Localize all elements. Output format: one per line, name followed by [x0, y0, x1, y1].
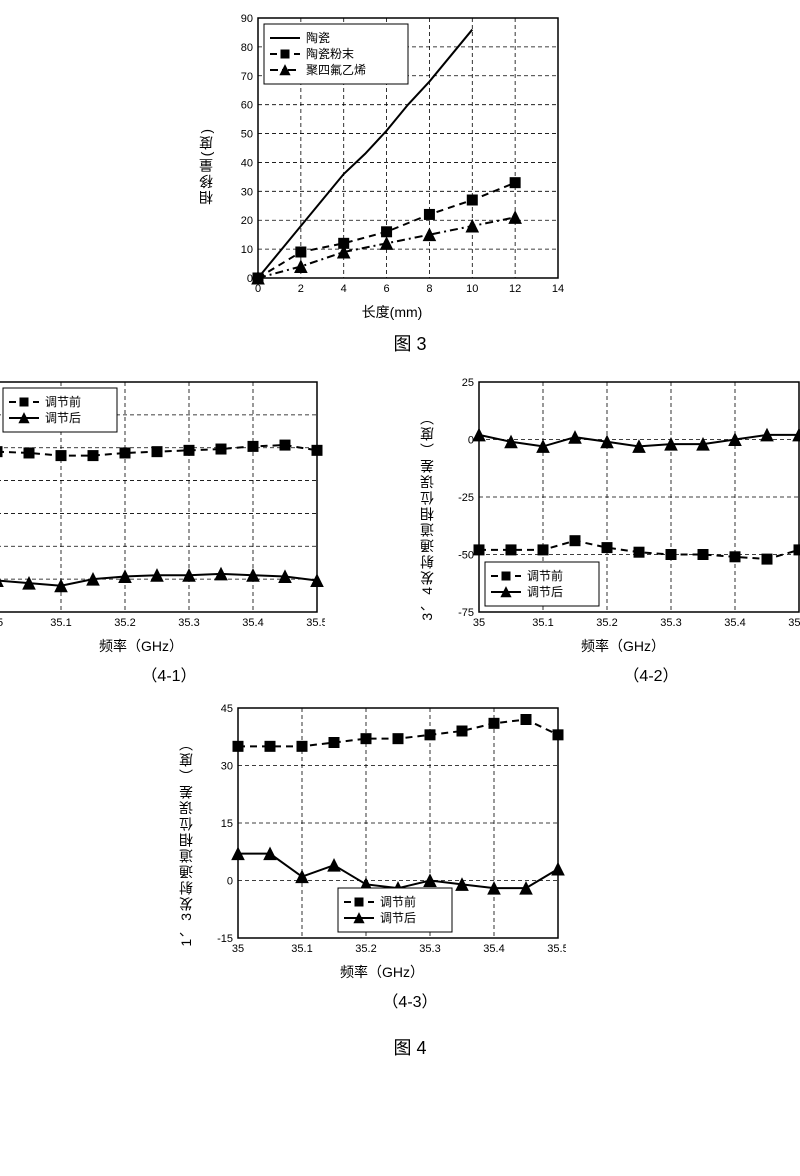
svg-text:45: 45: [221, 703, 233, 715]
svg-text:-75: -75: [458, 607, 474, 619]
fig4-2-block: 3、4发射通道相位误差（度） 35 35.1 35.2 35.3 35.4 35.5 -75…: [415, 374, 800, 656]
fig3-caption: 图 3: [393, 330, 426, 356]
svg-text:35: 35: [473, 617, 485, 629]
fig4-2-chart: 3535.135.235.335.435.5-75-50-25025调节前调节后: [439, 374, 800, 634]
svg-text:35.4: 35.4: [483, 943, 504, 955]
svg-text:6: 6: [384, 283, 390, 295]
fig3-ylabel: 相移量(度): [194, 127, 218, 204]
svg-text:35: 35: [232, 943, 244, 955]
svg-text:35.2: 35.2: [114, 617, 135, 629]
fig4-row1: 1、2发射通道相位误差（度） 3535.135.235.335.435.5-25…: [0, 374, 800, 700]
svg-text:35.3: 35.3: [660, 617, 681, 629]
svg-text:70: 70: [241, 71, 253, 83]
svg-text:30: 30: [221, 761, 233, 773]
svg-text:调节后: 调节后: [380, 911, 416, 925]
fig4-2-ylabel: 3、4发射通道相位误差（度）: [415, 409, 439, 621]
fig4-3-subcap: （4-3）: [174, 988, 646, 1012]
svg-text:35.2: 35.2: [596, 617, 617, 629]
svg-text:35.3: 35.3: [419, 943, 440, 955]
svg-text:35.5: 35.5: [788, 617, 800, 629]
fig4-1-xlabel: 频率（GHz）: [99, 636, 183, 656]
svg-text:35.2: 35.2: [355, 943, 376, 955]
fig4-2-subcap: （4-2）: [415, 662, 800, 686]
svg-text:聚四氟乙烯: 聚四氟乙烯: [306, 63, 366, 77]
svg-text:50: 50: [241, 129, 253, 141]
svg-text:80: 80: [241, 42, 253, 54]
svg-text:2: 2: [298, 283, 304, 295]
fig3-xlabel: 长度(mm): [362, 302, 423, 322]
svg-text:10: 10: [466, 283, 478, 295]
fig4-1-block: 1、2发射通道相位误差（度） 3535.135.235.335.435.5-25…: [0, 374, 405, 656]
fig4-3-block: 1、3发射通道相位误差（度） 35 35.1 35.2 35.3 35.4 35.5 -15…: [174, 700, 646, 982]
fig4-2-xlabel: 频率（GHz）: [581, 636, 665, 656]
svg-text:0: 0: [227, 876, 233, 888]
fig4-3-ylabel: 1、3发射通道相位误差（度）: [174, 735, 198, 947]
svg-text:35.4: 35.4: [242, 617, 263, 629]
fig4-caption: 图 4: [393, 1034, 426, 1060]
svg-text:35.5: 35.5: [547, 943, 566, 955]
svg-text:4: 4: [341, 283, 347, 295]
svg-text:0: 0: [255, 283, 261, 295]
svg-text:35.4: 35.4: [724, 617, 745, 629]
fig3-block: 相移量(度) 024681012140102030405060708090陶瓷陶…: [194, 10, 626, 322]
svg-text:35: 35: [0, 617, 3, 629]
svg-text:40: 40: [241, 157, 253, 169]
svg-text:35.5: 35.5: [306, 617, 325, 629]
page-root: 相移量(度) 0 2 4 6 8 10 12 14 0 10 20 30 40 50 60 70 80 90 陶瓷陶…: [10, 10, 800, 1078]
svg-text:陶瓷粉末: 陶瓷粉末: [306, 46, 354, 61]
svg-text:-50: -50: [458, 550, 474, 562]
svg-text:90: 90: [241, 13, 253, 25]
svg-text:35.1: 35.1: [532, 617, 553, 629]
svg-text:14: 14: [552, 283, 564, 295]
fig4-1-chart: 3535.135.235.335.435.5-25025507510012515…: [0, 374, 325, 634]
fig3-chart: 024681012140102030405060708090陶瓷陶瓷粉末聚四氟乙…: [218, 10, 566, 300]
fig4-1-subcap: （4-1）: [0, 662, 405, 686]
svg-text:-25: -25: [458, 492, 474, 504]
svg-text:35.3: 35.3: [178, 617, 199, 629]
fig4-3-xlabel: 频率（GHz）: [340, 962, 424, 982]
svg-text:调节后: 调节后: [45, 411, 81, 425]
svg-text:-15: -15: [217, 933, 233, 945]
svg-text:12: 12: [509, 283, 521, 295]
svg-text:陶瓷: 陶瓷: [306, 30, 330, 45]
svg-text:60: 60: [241, 100, 253, 112]
fig4-3-chart: 35 35.1 35.2 35.3 35.4 35.5 -15 0 15 30 45 调节前调节后: [198, 700, 566, 960]
svg-text:30: 30: [241, 186, 253, 198]
svg-text:15: 15: [221, 818, 233, 830]
svg-text:调节前: 调节前: [527, 568, 563, 583]
svg-text:调节前: 调节前: [45, 394, 81, 409]
svg-text:调节前: 调节前: [380, 894, 416, 909]
svg-text:35.1: 35.1: [50, 617, 71, 629]
svg-text:调节后: 调节后: [527, 585, 563, 599]
svg-text:20: 20: [241, 215, 253, 227]
svg-text:25: 25: [462, 377, 474, 389]
svg-text:10: 10: [241, 244, 253, 256]
svg-text:8: 8: [426, 283, 432, 295]
svg-text:35.1: 35.1: [291, 943, 312, 955]
